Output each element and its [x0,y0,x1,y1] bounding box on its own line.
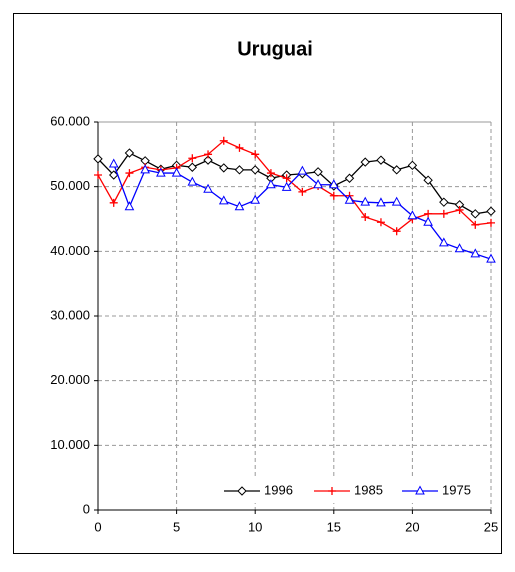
marker [392,227,401,236]
marker [140,164,150,174]
y-tick-label: 50.000 [50,178,90,193]
marker [471,220,480,229]
marker [187,176,198,186]
marker [251,150,260,159]
marker [187,162,198,172]
marker [203,155,213,165]
marker [455,205,464,214]
marker [344,173,355,183]
y-tick-label: 30.000 [50,307,90,322]
legend: 1996 1985 1975 [220,479,476,503]
marker [234,201,245,211]
y-tick-label: 20.000 [50,372,90,387]
marker [361,213,370,222]
y-tick-label: 40.000 [50,243,90,258]
x-tick-label: 15 [327,519,341,534]
legend-label: 1996 [264,482,293,497]
chart-frame [13,13,502,554]
marker [109,198,118,207]
marker [266,169,275,178]
x-tick-label: 25 [484,519,498,534]
marker [360,157,370,167]
marker [486,206,496,216]
marker [313,167,323,177]
marker [156,167,166,177]
marker [297,165,308,175]
chart-title: Uruguai [237,38,313,60]
marker [219,163,229,173]
marker [281,181,292,191]
marker [124,148,135,158]
marker [407,160,418,171]
marker [203,183,213,193]
marker [250,194,261,204]
marker [266,179,276,189]
marker [250,165,260,175]
marker [234,165,245,175]
marker [237,486,247,496]
marker [328,487,336,495]
x-tick-label: 10 [248,519,262,534]
y-tick-label: 0 [83,501,90,516]
marker [376,155,386,165]
marker [329,191,338,200]
marker [298,187,307,196]
marker [407,210,418,220]
x-tick-label: 20 [405,519,419,534]
marker [470,248,481,258]
marker [219,136,228,145]
marker [125,169,134,178]
marker [109,170,119,180]
x-tick-label: 5 [173,519,180,534]
marker [204,150,213,159]
marker [391,165,402,175]
marker [454,243,465,253]
marker [235,143,244,152]
marker [344,194,355,204]
marker [486,253,496,263]
marker [124,201,135,211]
legend-label: 1985 [354,482,383,497]
marker [415,485,425,495]
marker [487,218,495,227]
marker [282,174,291,183]
marker [94,171,102,180]
marker [360,196,371,206]
x-tick-label: 0 [94,519,101,534]
y-tick-label: 10.000 [50,437,90,452]
marker [188,154,197,163]
marker [376,218,385,227]
marker [439,237,449,247]
y-tick-label: 60.000 [50,113,90,128]
marker [439,209,448,218]
marker [108,158,119,168]
marker [171,167,182,177]
marker [391,196,402,206]
marker [93,154,103,164]
marker [313,179,323,189]
marker [423,175,433,185]
marker [328,179,339,189]
marker [376,197,386,207]
marker [218,195,229,205]
marker [439,197,449,207]
marker [470,209,480,219]
legend-label: 1975 [442,482,471,497]
marker [424,209,433,218]
marker [423,216,433,226]
